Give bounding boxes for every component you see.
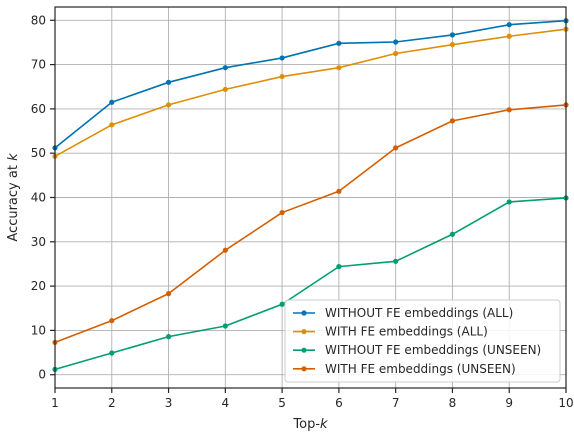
y-tick-label: 0 [38, 368, 46, 382]
data-point [506, 22, 512, 28]
x-tick-label: 10 [558, 396, 573, 410]
legend-box [284, 299, 561, 383]
x-tick-label: 9 [505, 396, 513, 410]
data-point [449, 118, 456, 124]
legend-label: WITH FE embeddings (UNSEEN) [325, 362, 516, 376]
y-axis-label: Accuracy at k [6, 153, 21, 242]
y-tick-label: 60 [31, 102, 46, 116]
x-tick-label: 1 [51, 396, 59, 410]
y-tick-label: 40 [31, 191, 46, 205]
data-point [449, 231, 456, 237]
legend-item: WITH FE embeddings (ALL) [293, 325, 488, 339]
y-tick-label: 30 [31, 235, 46, 249]
x-tick-label: 6 [335, 396, 343, 410]
legend-label: WITHOUT FE embeddings (UNSEEN) [325, 343, 541, 357]
x-tick-label: 4 [222, 396, 230, 410]
legend-item: WITH FE embeddings (UNSEEN) [293, 362, 516, 376]
data-point [506, 199, 512, 205]
series-2 [52, 26, 569, 159]
legend-item: WITHOUT FE embeddings (ALL) [293, 306, 513, 320]
data-point [109, 318, 115, 324]
y-tick-label: 20 [31, 279, 46, 293]
x-tick-label: 7 [392, 396, 400, 410]
data-point [279, 73, 285, 80]
series-1 [52, 18, 569, 151]
y-tick-label: 10 [31, 323, 46, 337]
data-point [222, 323, 228, 329]
legend-swatch-marker [301, 347, 307, 353]
plot-series [52, 18, 569, 372]
data-point [506, 107, 512, 113]
series-4 [52, 102, 569, 345]
data-point [165, 79, 172, 85]
y-tick-label: 70 [31, 58, 46, 72]
data-point [393, 145, 399, 151]
data-point [279, 301, 285, 307]
data-point [506, 33, 512, 39]
legend-item: WITHOUT FE embeddings (UNSEEN) [293, 343, 541, 357]
y-tick-label: 80 [31, 13, 46, 27]
series-line [54, 197, 567, 371]
series-line [54, 28, 567, 157]
x-tick-label: 2 [108, 396, 116, 410]
legend-swatch-marker [301, 329, 307, 335]
series-3 [52, 195, 569, 372]
data-point [222, 247, 228, 253]
x-tick-label: 8 [449, 396, 457, 410]
data-point [336, 188, 342, 194]
data-point [109, 122, 115, 128]
data-point [109, 350, 115, 356]
data-point [109, 99, 115, 105]
data-point [222, 86, 228, 93]
data-point [393, 50, 399, 57]
data-point [336, 264, 342, 270]
y-tick-label: 50 [31, 146, 46, 160]
x-axis-label: Top-k [292, 417, 328, 432]
x-tick-label: 5 [278, 396, 286, 410]
legend-swatch-marker [301, 366, 307, 372]
data-point [222, 65, 228, 71]
data-point [279, 55, 285, 61]
series-line [54, 19, 567, 149]
legend: WITHOUT FE embeddings (ALL) WITH FE embed… [284, 299, 561, 383]
data-point [449, 42, 456, 48]
data-point [393, 258, 399, 264]
axis-ticks: 1 2 3 4 5 6 7 8 9 10 0 10 20 30 40 50 60 70 80 [31, 13, 574, 410]
data-point [165, 334, 172, 340]
legend-swatch-marker [301, 310, 307, 316]
data-point [336, 65, 342, 71]
series-line [54, 104, 567, 344]
data-point [165, 102, 172, 108]
x-tick-label: 3 [165, 396, 173, 410]
data-point [393, 39, 399, 45]
legend-label: WITHOUT FE embeddings (ALL) [325, 306, 513, 320]
data-point [165, 291, 172, 297]
legend-label: WITH FE embeddings (ALL) [325, 325, 488, 339]
data-point [336, 40, 342, 46]
data-point [449, 32, 456, 38]
data-point [279, 209, 285, 216]
